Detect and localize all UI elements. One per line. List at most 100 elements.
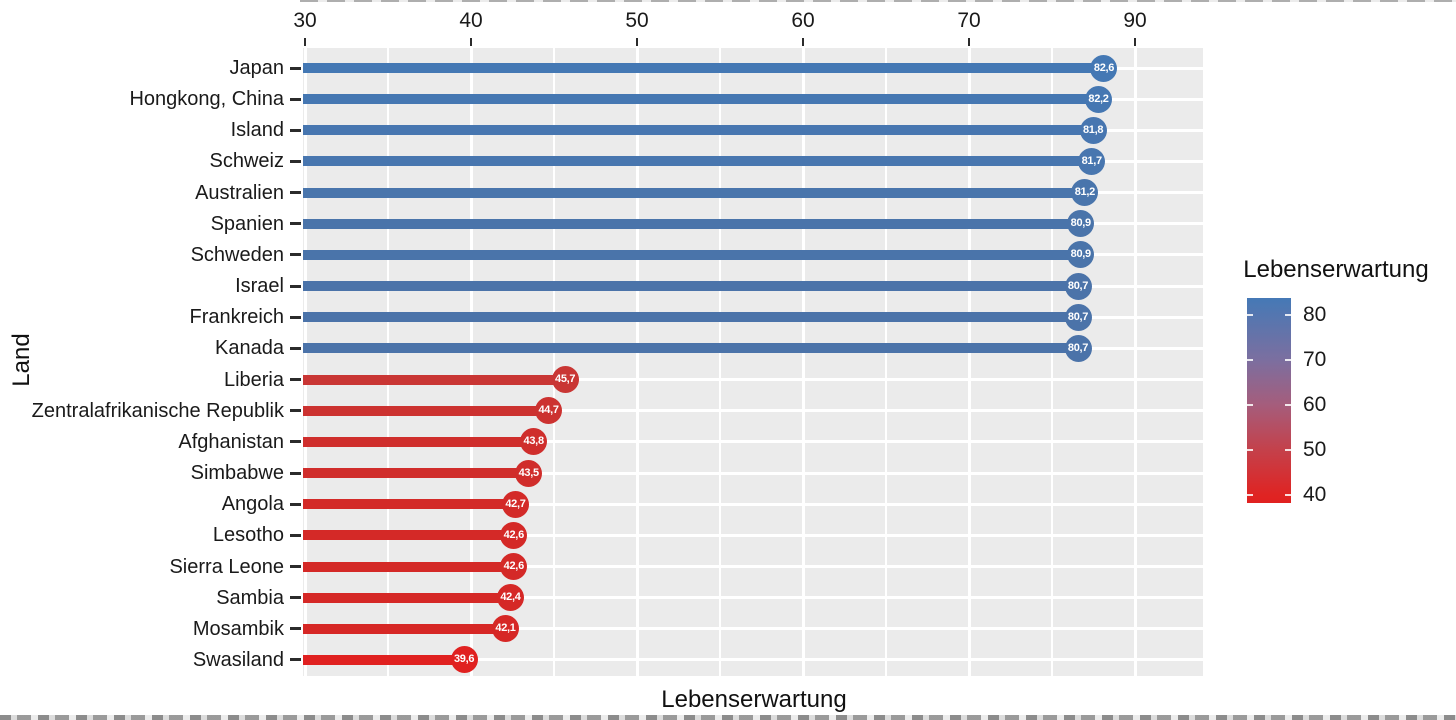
value-label: 81,8 xyxy=(1082,123,1104,136)
gridline-horizontal xyxy=(303,440,1203,444)
gridline-vertical-minor xyxy=(1051,48,1053,676)
legend-tick-label: 40 xyxy=(1303,483,1327,506)
y-tick-mark xyxy=(290,191,301,195)
y-tick-label: Kanada xyxy=(215,337,284,360)
value-bubble: 42,1 xyxy=(491,615,519,643)
y-tick-mark xyxy=(290,253,301,257)
y-tick-label: Sambia xyxy=(216,586,284,609)
gridline-vertical-major xyxy=(968,48,971,676)
x-tick-label: 70 xyxy=(957,9,981,32)
y-tick-mark xyxy=(290,409,301,413)
legend-tick-label: 70 xyxy=(1303,348,1327,371)
legend-tick-label: 60 xyxy=(1303,393,1327,416)
y-tick-mark xyxy=(290,284,301,288)
value-bubble: 80,7 xyxy=(1064,303,1092,331)
gridline-horizontal xyxy=(303,471,1203,475)
lollipop-bar xyxy=(303,125,1094,136)
lollipop-bar xyxy=(303,405,549,416)
x-tick-label: 90 xyxy=(1123,9,1147,32)
legend-tick-notch xyxy=(1247,494,1253,496)
value-bubble: 81,7 xyxy=(1078,147,1106,175)
lollipop-bar xyxy=(303,343,1078,354)
x-axis-title: Lebenserwartung xyxy=(661,686,847,713)
y-tick-label: Angola xyxy=(221,493,284,516)
lollipop-bar xyxy=(303,561,514,572)
gridline-vertical-minor xyxy=(387,48,389,676)
legend-tick-notch xyxy=(1247,404,1253,406)
x-tick-label: 60 xyxy=(791,9,815,32)
value-label: 42,1 xyxy=(495,622,516,635)
lollipop-bar xyxy=(303,63,1104,73)
lollipop-bar xyxy=(303,312,1078,323)
y-tick-mark xyxy=(290,502,301,506)
x-tick-mark xyxy=(304,38,306,46)
legend-tick-notch xyxy=(1285,314,1291,316)
value-label: 82,2 xyxy=(1088,92,1109,105)
lollipop-bar xyxy=(303,94,1099,105)
y-tick-label: Mosambik xyxy=(192,617,284,640)
y-tick-mark xyxy=(290,128,301,132)
gridline-vertical-major xyxy=(1134,48,1137,676)
y-tick-label: Schweiz xyxy=(209,150,284,173)
x-tick-mark xyxy=(968,38,970,46)
y-tick-label: Zentralafrikanische Republik xyxy=(31,399,284,422)
y-tick-mark xyxy=(290,346,301,350)
y-tick-mark xyxy=(290,533,301,537)
legend-tick-notch xyxy=(1285,359,1291,361)
gridline-vertical-minor xyxy=(719,48,721,676)
value-label: 80,9 xyxy=(1070,248,1092,261)
lollipop-bar xyxy=(303,436,534,447)
value-bubble: 43,5 xyxy=(515,459,543,487)
value-bubble: 80,7 xyxy=(1064,272,1092,300)
y-tick-label: Japan xyxy=(229,57,285,79)
value-label: 80,9 xyxy=(1070,217,1092,230)
y-tick-label: Liberia xyxy=(223,368,284,391)
y-tick-label: Lesotho xyxy=(212,524,284,547)
legend-tick-label: 80 xyxy=(1303,303,1327,326)
y-tick-label: Spanien xyxy=(210,212,284,235)
value-label: 80,7 xyxy=(1067,310,1089,323)
lollipop-bar xyxy=(303,156,1092,167)
gridline-vertical-minor xyxy=(885,48,887,676)
y-tick-label: Frankreich xyxy=(189,306,284,329)
y-axis-title: Land xyxy=(8,333,35,387)
y-tick-mark xyxy=(290,627,301,631)
value-bubble: 82,6 xyxy=(1090,54,1118,82)
value-label: 43,8 xyxy=(523,435,545,448)
gridline-horizontal xyxy=(303,378,1203,382)
gridline-vertical-major xyxy=(636,48,639,676)
value-label: 80,7 xyxy=(1067,341,1089,354)
gridline-vertical-major xyxy=(802,48,805,676)
lollipop-bar xyxy=(303,281,1078,292)
lollipop-bar xyxy=(303,468,529,479)
y-tick-label: Simbabwe xyxy=(190,462,284,485)
lollipop-bar xyxy=(303,592,511,603)
x-tick-label: 30 xyxy=(293,9,317,32)
legend-title: Lebenserwartung xyxy=(1243,256,1429,283)
gridline-horizontal xyxy=(303,627,1203,631)
y-tick-mark xyxy=(290,565,301,568)
gridline-horizontal xyxy=(303,533,1203,537)
y-tick-mark xyxy=(290,378,301,382)
y-tick-label: Australien xyxy=(195,181,284,204)
gridline-horizontal xyxy=(303,658,1203,662)
gridline-vertical-minor xyxy=(553,48,555,676)
lollipop-bar xyxy=(303,654,465,665)
value-bubble: 80,9 xyxy=(1067,210,1095,238)
y-tick-label: Island xyxy=(230,119,284,142)
lollipop-bar xyxy=(303,374,566,385)
value-label: 44,7 xyxy=(538,404,559,417)
value-bubble: 39,6 xyxy=(450,646,478,674)
x-tick-mark xyxy=(636,38,638,46)
value-label: 45,7 xyxy=(555,373,576,386)
legend-tick-notch xyxy=(1285,404,1291,406)
y-tick-label: Israel xyxy=(235,275,284,298)
value-label: 82,6 xyxy=(1093,61,1115,74)
legend-tick-notch xyxy=(1285,449,1291,451)
gridline-vertical-major xyxy=(470,48,473,676)
y-tick-label: Swasiland xyxy=(192,648,284,671)
x-tick-mark xyxy=(470,38,472,46)
value-bubble: 44,7 xyxy=(535,397,563,425)
y-tick-mark xyxy=(290,440,301,444)
